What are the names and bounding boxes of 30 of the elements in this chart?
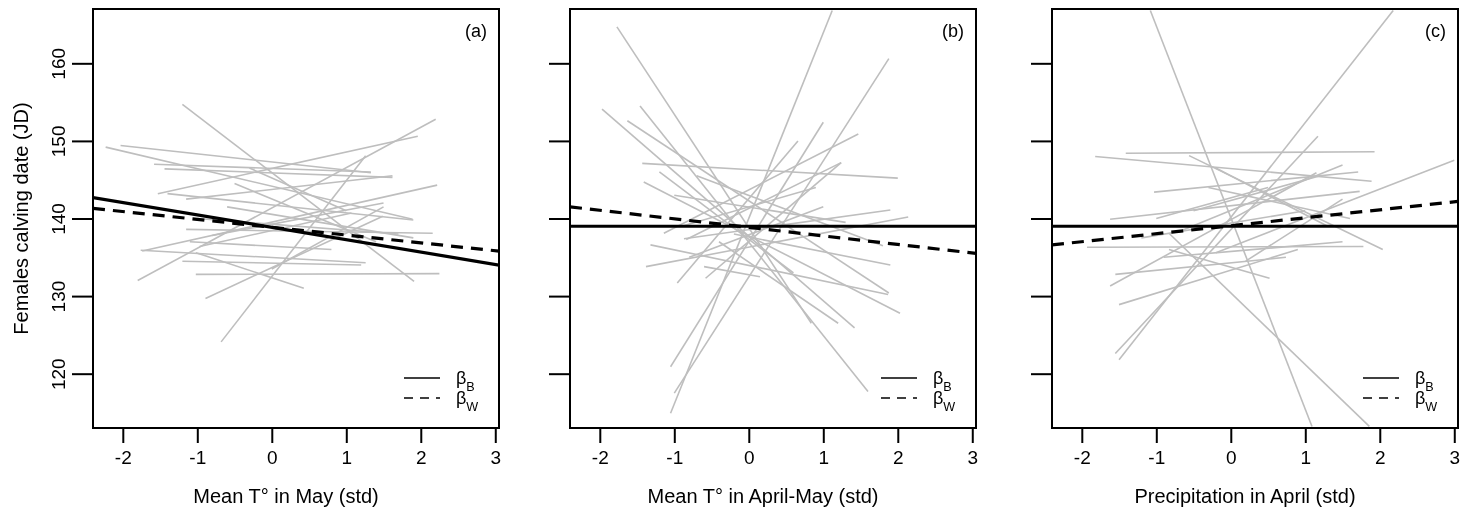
x-tick-label: 0 (1226, 447, 1237, 469)
x-tick-label: 0 (267, 447, 278, 469)
y-tick-label: 140 (47, 203, 69, 235)
x-tick-label: 2 (1374, 447, 1386, 469)
x-tick-label: 0 (744, 447, 755, 469)
annotation: (a) (465, 21, 487, 41)
x-tick-label: -1 (189, 447, 207, 469)
x-tick-label: 1 (818, 447, 830, 469)
x-axis-title: Precipitation in April (std) (1134, 485, 1356, 507)
x-axis-title: Mean T° in May (std) (193, 485, 379, 507)
y-tick-label: 120 (47, 358, 69, 391)
x-axis-title: Mean T° in April-May (std) (647, 485, 879, 507)
x-tick-label: 1 (1300, 447, 1312, 469)
annotation: (b) (942, 21, 964, 41)
annotation: (c) (1425, 21, 1446, 41)
x-tick-label: -2 (114, 447, 132, 469)
y-tick-label: 160 (47, 47, 69, 80)
y-tick-label: 150 (47, 125, 69, 158)
x-tick-label: 2 (892, 447, 904, 469)
x-tick-label: 3 (967, 447, 979, 469)
x-tick-label: 3 (490, 447, 502, 469)
x-tick-label: 3 (1449, 447, 1461, 469)
x-tick-label: 2 (415, 447, 427, 469)
y-axis-title: Females calving date (JD) (10, 102, 32, 335)
x-tick-label: -2 (591, 447, 609, 469)
y-tick-label: 130 (47, 280, 69, 313)
x-tick-label: -1 (666, 447, 684, 469)
x-tick-label: 1 (341, 447, 353, 469)
x-tick-label: -2 (1073, 447, 1091, 469)
x-tick-label: -1 (1148, 447, 1166, 469)
